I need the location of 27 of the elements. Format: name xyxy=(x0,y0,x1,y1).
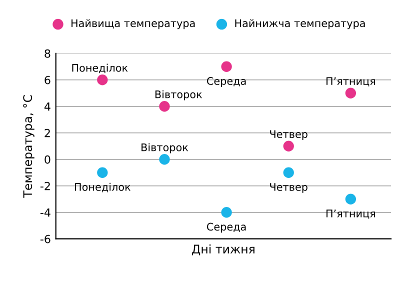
legend-label: Найнижча температура xyxy=(235,19,365,30)
y-tick-label: 6 xyxy=(44,76,50,84)
y-tick-label: 8 xyxy=(44,49,50,58)
category-label: Четвер xyxy=(270,183,308,193)
category-label: П’ятниця xyxy=(326,210,375,219)
point xyxy=(345,88,356,98)
category-label: Понеділок xyxy=(75,182,130,192)
point xyxy=(97,167,108,178)
y-tick-label: 0 xyxy=(44,155,50,164)
y-tick-label: -6 xyxy=(40,234,50,244)
y-tick-label: -2 xyxy=(40,182,50,190)
point xyxy=(283,140,294,152)
y-tick-label: 2 xyxy=(44,128,50,138)
point xyxy=(159,154,170,165)
point xyxy=(159,101,170,112)
point xyxy=(221,207,232,218)
point xyxy=(283,167,294,178)
point xyxy=(345,194,356,204)
y-axis-title: Температура, °С xyxy=(23,95,34,198)
y-tick-label: 4 xyxy=(44,102,50,111)
legend-label: Найвища температура xyxy=(72,19,195,30)
point xyxy=(221,61,232,72)
category-label: Середа xyxy=(206,222,246,233)
y-tick-label: -4 xyxy=(40,208,50,217)
x-axis-title: Дні тижня xyxy=(192,244,254,256)
category-label: Вівторок xyxy=(142,143,188,154)
point xyxy=(97,74,108,86)
